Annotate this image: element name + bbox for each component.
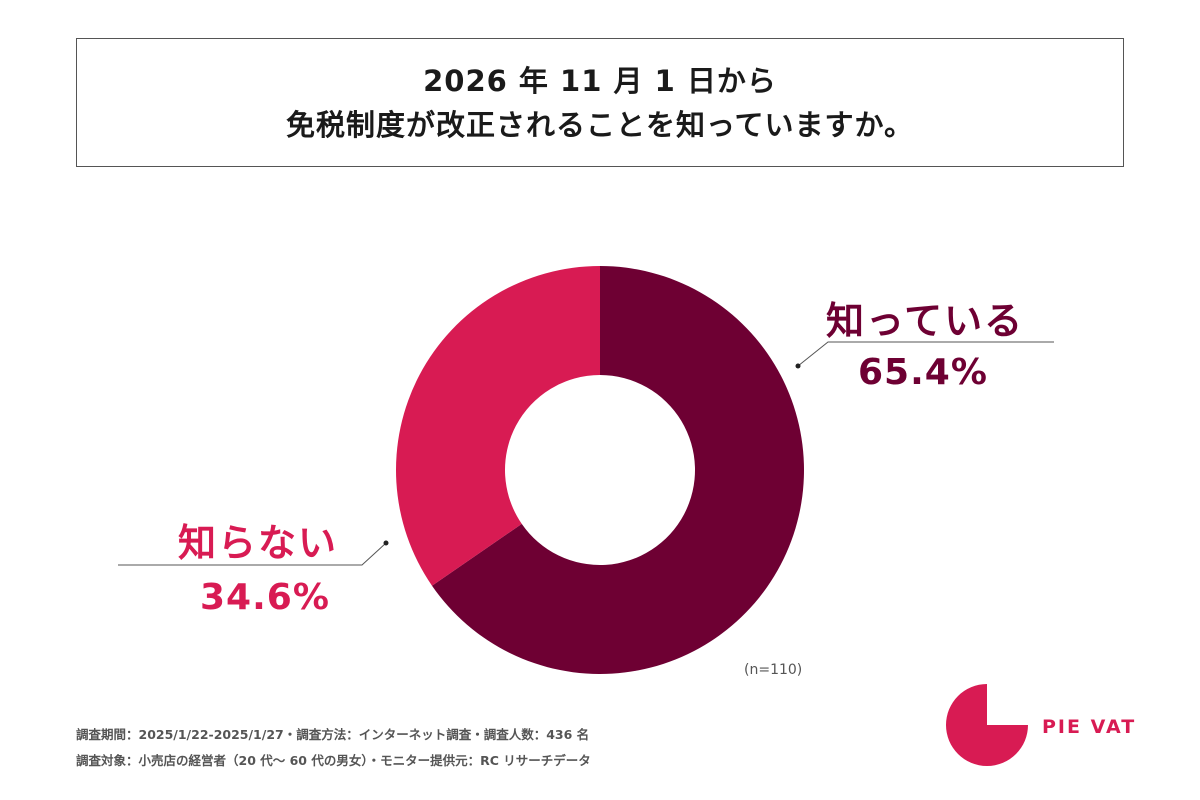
brand-name: PIE VAT bbox=[1042, 716, 1137, 738]
donut-slice-unknown bbox=[396, 266, 600, 586]
leader-line-known-dot bbox=[795, 363, 801, 369]
chart-title-line-2: 免税制度が改正されることを知っていますか。 bbox=[286, 107, 914, 142]
chart-title-line-1: 2026 年 11 月 1 日から bbox=[423, 63, 777, 98]
slice-label-known: 知っている bbox=[826, 299, 1025, 343]
leader-line-unknown-dot bbox=[383, 540, 389, 546]
title-box: 2026 年 11 月 1 日から 免税制度が改正されることを知っていますか。 bbox=[76, 38, 1124, 167]
slice-value-known: 65.4% bbox=[858, 352, 988, 393]
donut-slice-known bbox=[431, 266, 805, 674]
leader-line-known bbox=[797, 341, 1054, 367]
sample-size-label: (n=110) bbox=[744, 662, 803, 678]
survey-info-line-1: 調査期間：2025/1/22-2025/1/27・調査方法：インターネット調査・… bbox=[76, 727, 590, 742]
leader-line-unknown bbox=[118, 542, 387, 566]
slice-label-unknown: 知らない bbox=[178, 521, 339, 565]
slice-value-unknown: 34.6% bbox=[200, 577, 330, 618]
survey-info-line-2: 調査対象：小売店の経営者（20 代〜 60 代の男女）・モニター提供元：RC リ… bbox=[76, 753, 591, 768]
brand-logo-icon bbox=[946, 684, 1028, 766]
